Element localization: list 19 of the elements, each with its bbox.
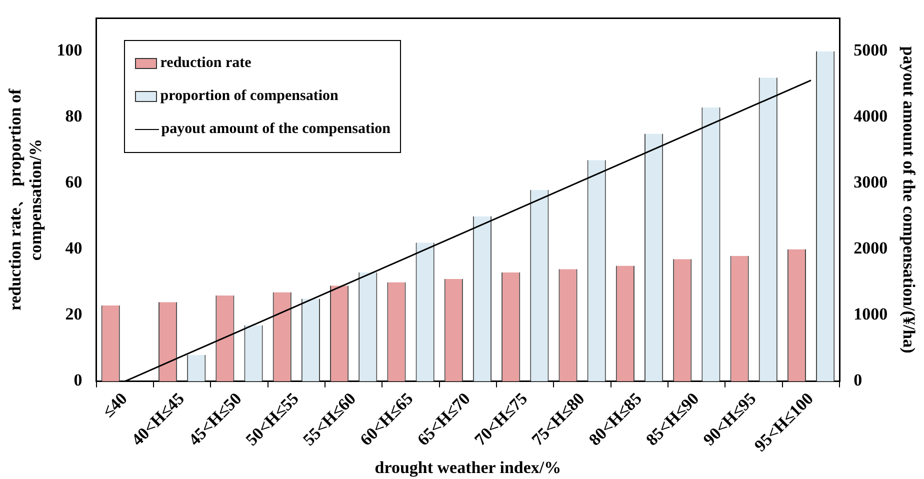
- x-tick-label: ≤40: [98, 389, 131, 422]
- y-axis-title: reduction rate、 proportion of compensation/%: [6, 88, 45, 311]
- y2-tick-label: 4000: [854, 106, 888, 126]
- legend-label: reduction rate: [160, 55, 252, 72]
- legend-label: proportion of compensation: [160, 88, 338, 106]
- x-axis-title: drought weather index/%: [374, 458, 562, 478]
- y-tick-label: 0: [74, 370, 82, 390]
- y2-tick-label: 2000: [854, 238, 888, 258]
- y-tick-label: 80: [65, 106, 82, 126]
- y-tick-label: 60: [65, 172, 82, 192]
- y2-tick-label: 3000: [854, 172, 888, 192]
- legend-label: payout amount of the compensation: [161, 121, 390, 138]
- y-tick-label: 20: [65, 304, 82, 324]
- y2-tick-label: 1000: [854, 304, 888, 324]
- y2-tick-label: 0: [854, 370, 862, 390]
- y-tick-label: 100: [56, 40, 82, 60]
- y2-axis-title: payout amount of the compensation/(¥/ha): [899, 46, 918, 354]
- y2-tick-label: 5000: [854, 40, 888, 60]
- y-tick-label: 40: [65, 238, 82, 258]
